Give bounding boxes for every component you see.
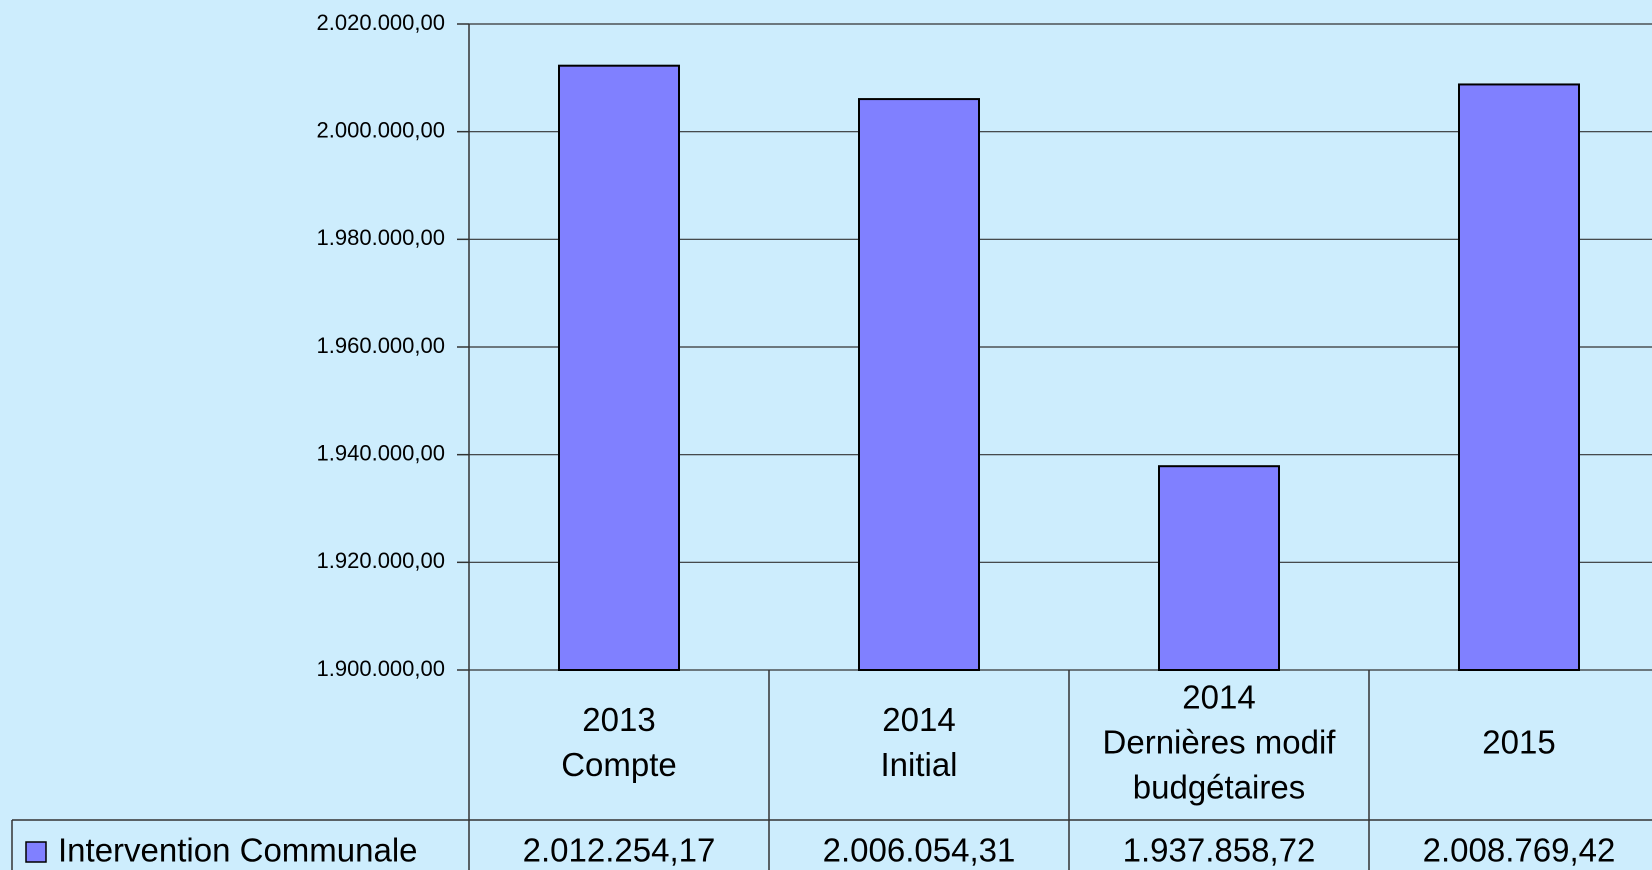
- legend-swatch: [25, 841, 47, 863]
- bar: [858, 98, 980, 672]
- y-tick-label: 2.020.000,00: [317, 10, 445, 35]
- x-tick-label: Initial: [880, 746, 957, 783]
- x-tick-label: budgétaires: [1133, 769, 1305, 806]
- y-tick-label: 2.000.000,00: [317, 117, 445, 142]
- x-tick-label: 2013: [582, 701, 655, 738]
- y-tick-label: 1.940.000,00: [317, 440, 445, 465]
- x-tick-label: Compte: [561, 746, 677, 783]
- bar: [1158, 465, 1280, 671]
- y-tick-label: 1.980.000,00: [317, 225, 445, 250]
- x-tick-label: 2014: [882, 701, 955, 738]
- value-label: 1.937.858,72: [1123, 832, 1316, 869]
- bar: [1458, 83, 1580, 672]
- x-tick-label: 2014: [1182, 679, 1255, 716]
- y-tick-label: 1.920.000,00: [317, 548, 445, 573]
- value-label: 2.012.254,17: [523, 832, 716, 869]
- x-tick-label: 2015: [1482, 724, 1555, 761]
- legend-label: Intervention Communale: [58, 832, 418, 869]
- value-label: 2.008.769,42: [1423, 832, 1616, 869]
- y-tick-label: 1.900.000,00: [317, 656, 445, 681]
- bar: [558, 64, 680, 672]
- y-tick-label: 1.960.000,00: [317, 333, 445, 358]
- value-label: 2.006.054,31: [823, 832, 1016, 869]
- x-tick-label: Dernières modif: [1103, 724, 1337, 761]
